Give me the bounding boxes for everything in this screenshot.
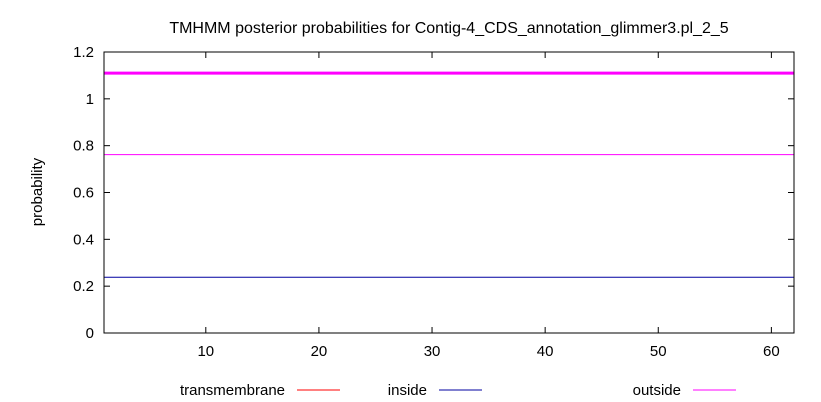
y-tick-label: 0.8 (73, 138, 94, 155)
x-tick-label: 10 (197, 343, 214, 360)
x-ticks: 10 20 30 40 50 60 (197, 52, 780, 360)
y-ticks: 0 0.2 0.4 0.6 0.8 1 1.2 (73, 44, 794, 342)
y-tick-label: 1 (86, 91, 94, 108)
x-tick-label: 40 (537, 343, 554, 360)
plot-frame (103, 51, 795, 334)
chart-title: TMHMM posterior probabilities for Contig… (169, 20, 728, 37)
y-axis-label: probability (29, 157, 46, 226)
x-tick-label: 50 (650, 343, 667, 360)
y-tick-label: 0.6 (73, 185, 94, 202)
y-tick-label: 0.2 (73, 278, 94, 295)
x-tick-label: 60 (763, 343, 780, 360)
y-tick-label: 0 (86, 325, 94, 342)
y-tick-label: 0.4 (73, 231, 94, 248)
x-tick-label: 20 (311, 343, 328, 360)
legend-label-inside: inside (388, 382, 427, 399)
x-tick-label: 30 (424, 343, 441, 360)
y-tick-label: 1.2 (73, 44, 94, 61)
legend-label-outside: outside (633, 382, 681, 399)
legend-label-transmembrane: transmembrane (180, 382, 285, 399)
legend: transmembrane inside outside (180, 382, 736, 399)
series-lines (104, 154, 794, 334)
